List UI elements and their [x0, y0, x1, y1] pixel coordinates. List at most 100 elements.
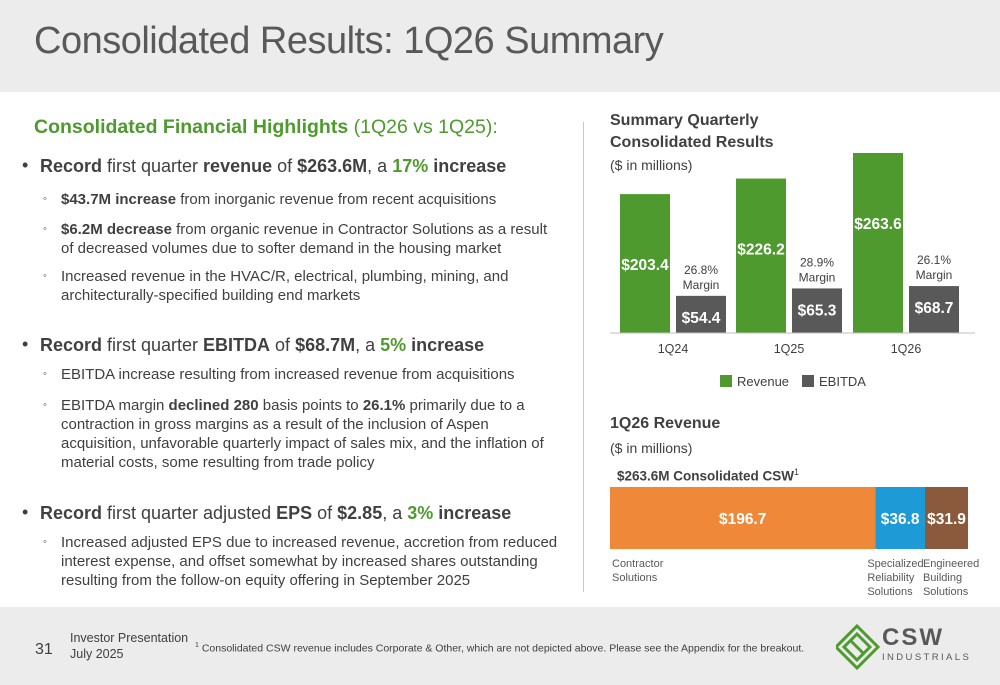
sub-bold: $6.2M decrease [61, 221, 172, 238]
ebitda-bar-label: $68.7 [915, 300, 954, 317]
footer-line1: Investor Presentation [70, 631, 189, 645]
ebitda-amount: $68.7M [295, 335, 356, 355]
sub-bold: 26.1% [362, 397, 406, 414]
revenue-segment-label: $196.7 [719, 511, 766, 528]
highlights-heading: Consolidated Financial Highlights (1Q26 … [34, 116, 498, 139]
footer [0, 607, 1000, 685]
sub-bullet-eps-1: Increased adjusted EPS due to increased … [43, 533, 561, 590]
ebitda-record: Record [40, 335, 103, 355]
revenue-bar [853, 153, 903, 333]
ebitda-bar-label: $54.4 [682, 310, 721, 327]
total-text: $263.6M Consolidated CSW [617, 468, 795, 484]
margin-pct-label: 26.1% [917, 253, 951, 267]
footer-info: Investor Presentation July 2025 [70, 630, 188, 662]
footnote-text: Consolidated CSW revenue includes Corpor… [198, 642, 805, 655]
sub-text: Increased adjusted EPS due to increased … [61, 534, 558, 589]
footer-line2: July 2025 [70, 647, 124, 661]
logo-sub: INDUSTRIALS [882, 652, 972, 663]
margin-pct-label: 28.9% [800, 255, 834, 269]
ebitda-increase: increase [406, 335, 485, 355]
eps-t2: of [312, 503, 338, 523]
total-sup: 1 [794, 467, 800, 477]
footnote: 1 Consolidated CSW revenue includes Corp… [195, 642, 804, 655]
revenue-stacked-bar: $196.7 Contractor Solutions $36.8 Specialize… [610, 487, 979, 598]
sub-bold: $43.7M increase [61, 191, 177, 208]
ebitda-bar [792, 288, 842, 333]
sub-bullet-revenue-3: Increased revenue in the HVAC/R, electri… [43, 267, 561, 305]
revenue-segment [875, 487, 925, 549]
legend-revenue-label: Revenue [737, 374, 789, 389]
revenue-bar-label: $203.4 [621, 257, 669, 274]
legend-ebitda-swatch [802, 375, 814, 387]
highlights-heading-bold: Consolidated Financial Highlights [34, 116, 349, 138]
ebitda-bar-label: $65.3 [798, 302, 837, 319]
revenue-units: ($ in millions) [610, 440, 693, 456]
bullet-ebitda: Record first quarter EBITDA of $68.7M, a… [22, 334, 485, 356]
quarterly-title-line2: Consolidated Results [610, 134, 774, 151]
revenue-segment-label: $31.9 [927, 511, 966, 528]
sub-text: EBITDA margin [61, 397, 169, 414]
sub-bullet-ebitda-2: EBITDA margin declined 280 basis points … [43, 396, 561, 472]
segment-name-label: Solutions [612, 572, 658, 584]
ebitda-t1: first quarter [102, 335, 204, 355]
eps-record: Record [40, 503, 103, 523]
ebitda-word: EBITDA [203, 335, 271, 355]
sub-bullet-revenue-1: $43.7M increase from inorganic revenue f… [43, 190, 561, 209]
ebitda-bar [676, 295, 726, 333]
column-divider [583, 122, 584, 592]
eps-word: EPS [276, 503, 313, 523]
highlights-heading-sub: (1Q26 vs 1Q25): [353, 116, 498, 138]
eps-t3: , a [382, 503, 408, 523]
ebitda-pct: 5% [380, 335, 407, 355]
logo-name: CSW [882, 624, 944, 651]
eps-t1: first quarter adjusted [102, 503, 277, 523]
margin-word-label: Margin [683, 278, 720, 292]
revenue-pct: 17% [392, 156, 429, 176]
revenue-record: Record [40, 156, 103, 176]
revenue-word: revenue [203, 156, 273, 176]
bullet-eps: Record first quarter adjusted EPS of $2.… [22, 502, 512, 524]
ebitda-t3: , a [355, 335, 381, 355]
sub-text: basis points to [258, 397, 363, 414]
legend-revenue-swatch [720, 375, 732, 387]
margin-pct-label: 26.8% [684, 263, 718, 277]
segment-name-label: Contractor [612, 558, 664, 570]
quarterly-bar-chart: $203.4$54.426.8%Margin1Q24$226.2$65.328.… [610, 153, 975, 389]
revenue-chart-title: 1Q26 Revenue [610, 415, 721, 432]
sub-text: Increased revenue in the HVAC/R, electri… [61, 268, 509, 304]
legend-ebitda-label: EBITDA [819, 374, 866, 389]
revenue-bar [736, 178, 786, 333]
x-axis-tick-label: 1Q24 [658, 342, 689, 356]
page-number: 31 [35, 641, 53, 658]
revenue-bar-label: $263.6 [854, 216, 902, 233]
sub-text: primarily due to a contraction in gross … [61, 397, 544, 471]
sub-bullet-revenue-2: $6.2M decrease from organic revenue in C… [43, 220, 561, 258]
revenue-increase: increase [428, 156, 507, 176]
segment-name-label: Engineered [923, 558, 979, 570]
revenue-bar-label: $226.2 [737, 242, 784, 259]
ebitda-t2: of [270, 335, 296, 355]
revenue-t2: of [272, 156, 298, 176]
revenue-t1: first quarter [102, 156, 204, 176]
revenue-t3: , a [367, 156, 393, 176]
margin-word-label: Margin [916, 268, 953, 282]
revenue-segment [610, 487, 876, 549]
x-axis-tick-label: 1Q25 [774, 342, 805, 356]
revenue-segment [924, 487, 968, 549]
page-title: Consolidated Results: 1Q26 Summary [34, 20, 664, 62]
revenue-amount: $263.6M [297, 156, 368, 176]
x-axis-tick-label: 1Q26 [891, 342, 922, 356]
footnote-sup: 1 [195, 642, 199, 649]
segment-name-label: Solutions [867, 586, 913, 598]
eps-pct: 3% [407, 503, 434, 523]
quarterly-title-line1: Summary Quarterly [610, 112, 759, 129]
sub-bullet-ebitda-1: EBITDA increase resulting from increased… [43, 365, 561, 384]
quarterly-units: ($ in millions) [610, 157, 693, 173]
margin-word-label: Margin [799, 270, 836, 284]
segment-name-label: Building [923, 572, 962, 584]
segment-name-label: Reliability [867, 572, 915, 584]
revenue-segment-label: $36.8 [881, 511, 920, 528]
sub-text: EBITDA increase resulting from increased… [61, 366, 515, 383]
eps-increase: increase [433, 503, 512, 523]
segment-name-label: Solutions [923, 586, 969, 598]
